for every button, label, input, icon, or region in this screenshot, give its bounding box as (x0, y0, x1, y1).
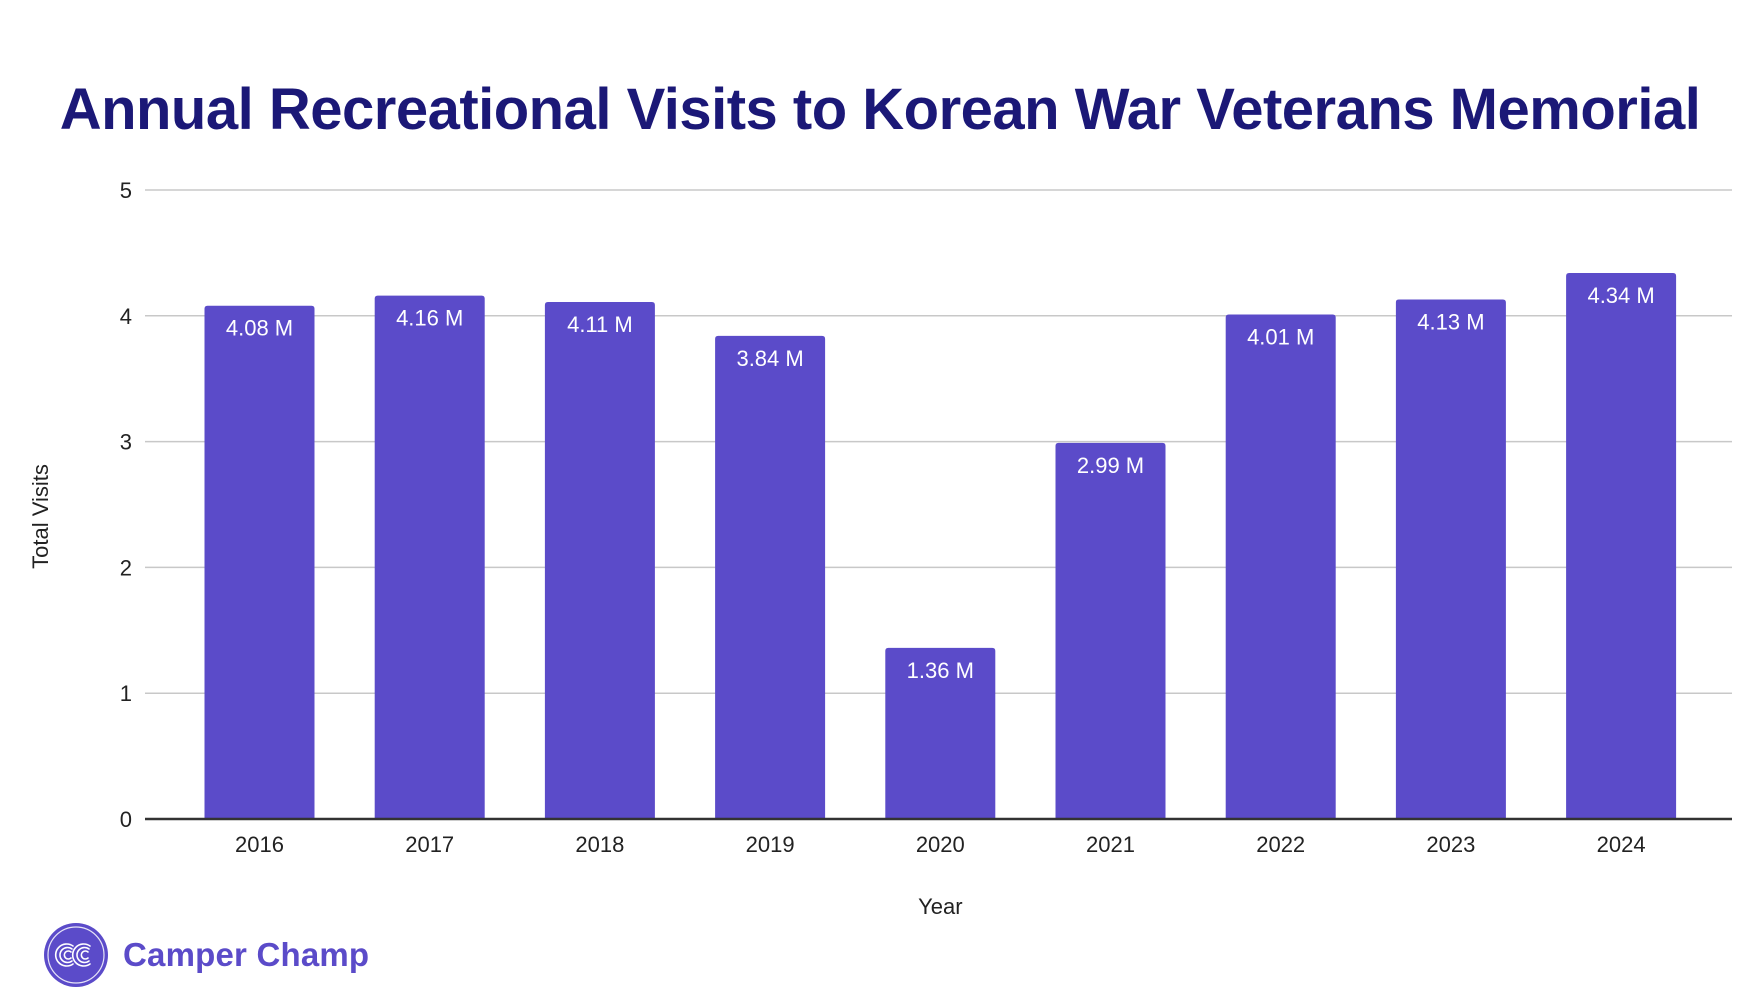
x-tick-label: 2017 (405, 832, 454, 857)
x-tick-label: 2023 (1426, 832, 1475, 857)
bar-2017 (374, 295, 485, 819)
bars (204, 273, 1677, 820)
bar-2018 (544, 301, 655, 819)
bar-2023 (1395, 299, 1506, 819)
data-label: 3.84 M (736, 346, 803, 371)
data-label: 4.11 M (567, 312, 633, 337)
data-label: 4.16 M (396, 306, 463, 331)
y-tick-label: 0 (120, 807, 132, 832)
chart-title: Annual Recreational Visits to Korean War… (59, 77, 1701, 142)
y-tick-label: 4 (120, 304, 132, 329)
bar-2019 (715, 335, 826, 819)
y-tick-label: 3 (120, 430, 132, 455)
y-tick-label: 2 (120, 555, 132, 580)
bar-2021 (1055, 442, 1166, 819)
data-label: 4.13 M (1417, 309, 1484, 334)
x-tick-label: 2018 (575, 832, 624, 857)
data-label: 4.34 M (1587, 283, 1654, 308)
data-label: 4.08 M (226, 316, 293, 341)
x-axis-ticks: 2016 2017 2018 2019 2020 2021 2022 2023 2024 (235, 832, 1646, 857)
y-axis-label: Total Visits (28, 464, 53, 569)
x-tick-label: 2021 (1086, 832, 1135, 857)
bar-2024 (1566, 273, 1677, 819)
data-label: 4.01 M (1247, 325, 1314, 350)
bar-2022 (1225, 314, 1336, 819)
data-label: 1.36 M (907, 658, 974, 683)
y-axis-ticks: 0 1 2 3 4 5 (120, 178, 132, 832)
data-label: 2.99 M (1077, 453, 1144, 478)
x-axis-label: Year (918, 894, 962, 919)
y-tick-label: 1 (120, 681, 132, 706)
data-labels: 4.08 M 4.16 M 4.11 M 3.84 M 1.36 M 2.99 M 4.01… (226, 283, 1655, 683)
bar-2020 (885, 647, 996, 819)
x-tick-label: 2020 (916, 832, 965, 857)
x-tick-label: 2022 (1256, 832, 1305, 857)
camper-champ-logo-icon (44, 923, 108, 987)
x-tick-label: 2024 (1597, 832, 1646, 857)
brand-logo: Camper Champ (43, 922, 369, 988)
x-tick-label: 2019 (746, 832, 795, 857)
bar-2016 (204, 305, 315, 820)
x-tick-label: 2016 (235, 832, 284, 857)
brand-name: Camper Champ (123, 936, 370, 973)
y-tick-label: 5 (120, 178, 132, 203)
